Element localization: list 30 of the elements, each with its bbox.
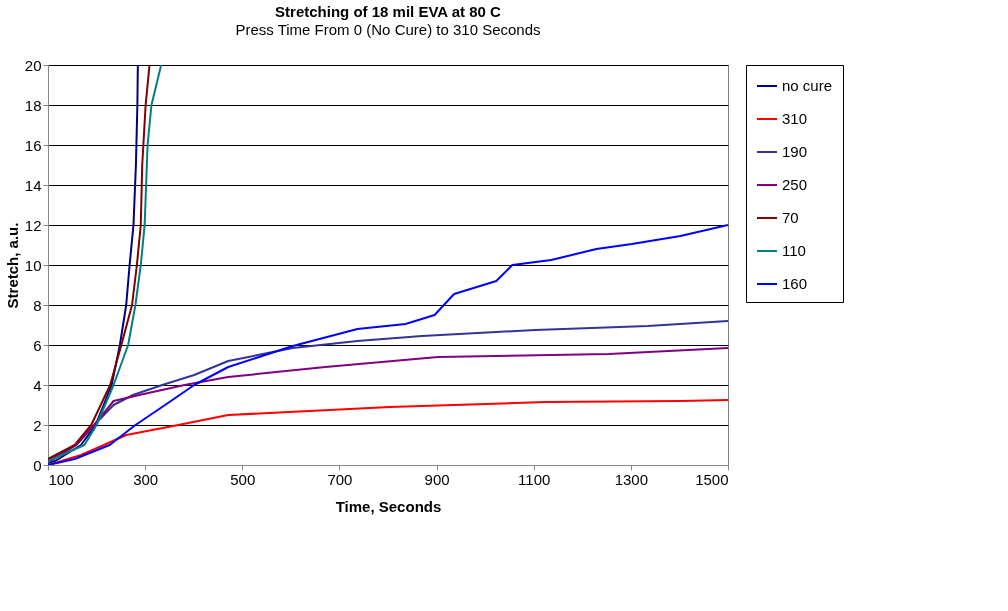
legend-label: 160 [782,275,808,292]
legend-label: 250 [782,176,808,193]
y-tick-label: 0 [33,456,42,474]
y-tick-label: 8 [33,296,42,314]
y-tick-label: 2 [33,416,42,434]
x-tick-label: 1300 [614,470,649,488]
y-tick-label: 18 [24,96,42,114]
legend-label: 310 [782,110,808,127]
x-tick-label: 700 [327,470,353,488]
x-tick-label: 300 [133,470,159,488]
y-tick-label: 4 [33,376,42,394]
y-tick-label: 20 [24,56,42,74]
chart-title: Stretching of 18 mil EVA at 80 C [275,3,502,20]
legend-label: 190 [782,143,808,160]
y-tick-label: 10 [24,256,42,274]
legend-label: 110 [782,242,806,259]
chart-subtitle: Press Time From 0 (No Cure) to 310 Seconds [235,21,541,38]
x-tick-label: 1100 [518,470,551,488]
y-axis-title: Stretch, a.u. [3,222,21,309]
legend-label: no cure [782,77,833,94]
y-tick-label: 6 [33,336,42,354]
x-tick-label: 1500 [695,470,729,488]
y-tick-label: 16 [24,136,42,154]
x-tick-label: 900 [424,470,450,488]
y-tick-label: 14 [24,176,42,194]
x-axis-title: Time, Seconds [335,497,442,515]
legend-label: 70 [782,209,799,226]
x-tick-label: 100 [48,470,74,488]
x-tick-label: 500 [230,470,256,488]
y-tick-label: 12 [24,216,42,234]
